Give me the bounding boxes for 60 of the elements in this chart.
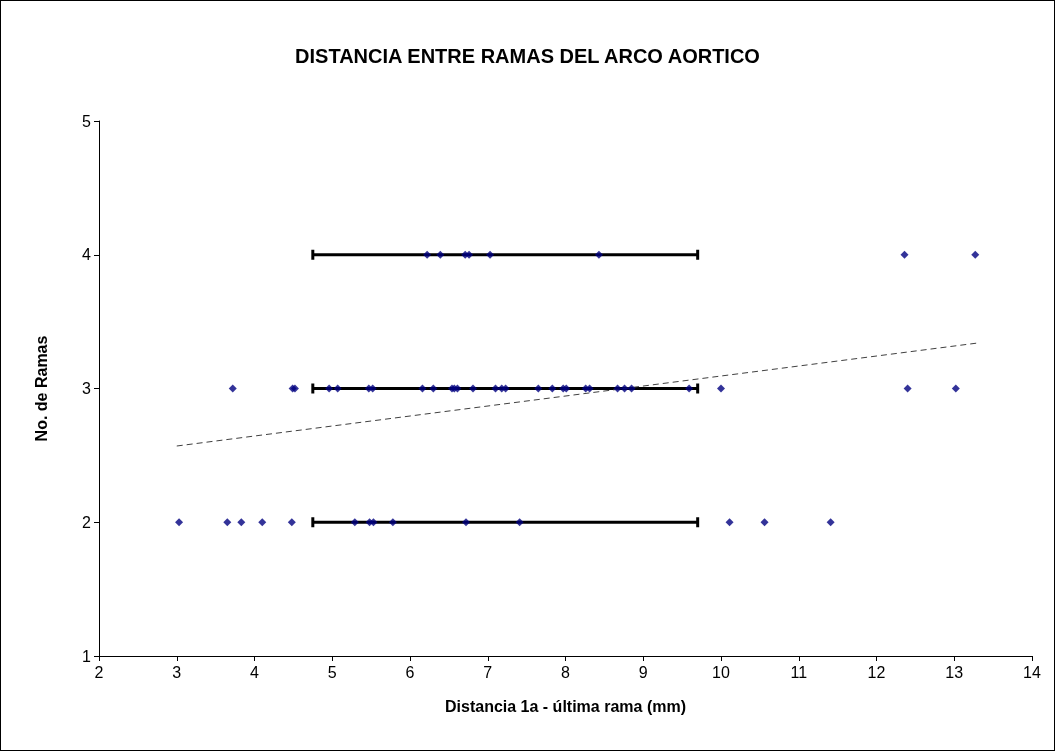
y-tick-label: 4 [82,246,92,264]
x-tick-label: 13 [945,663,964,681]
point [951,384,960,393]
y-tick-label: 1 [82,647,92,665]
chart-title: DISTANCIA ENTRE RAMAS DEL ARCO AORTICO [295,45,760,67]
point [501,384,510,393]
point [223,518,232,527]
point [461,518,470,527]
point [423,250,432,259]
x-tick-label: 5 [327,663,337,681]
x-tick-label: 6 [405,663,415,681]
x-tick-label: 10 [712,663,730,681]
point [548,384,557,393]
x-tick-label: 7 [483,663,493,681]
point [418,384,427,393]
point [826,518,835,527]
point [436,250,445,259]
point [465,250,474,259]
point [388,518,397,527]
x-tick-label: 8 [561,663,571,681]
point [594,250,603,259]
point [228,384,237,393]
x-tick-label: 14 [1023,663,1041,681]
point [685,384,694,393]
y-tick-label: 3 [82,380,92,397]
point [237,518,246,527]
point [175,518,184,527]
point [287,518,296,527]
point [760,518,769,527]
point [350,518,359,527]
point [333,384,342,393]
x-tick-label: 11 [790,663,808,681]
point [585,384,594,393]
x-tick-label: 12 [867,663,886,681]
y-tick-label: 2 [82,513,92,531]
point [515,518,524,527]
x-tick-label: 2 [94,663,104,681]
point [491,384,500,393]
x-tick-label: 3 [172,663,182,681]
point [468,384,477,393]
point [903,384,912,393]
point [627,384,636,393]
point [717,384,725,393]
point [368,384,377,393]
point [369,518,378,527]
point [725,518,734,527]
point [620,384,629,393]
point [258,518,267,527]
point [486,250,495,259]
x-tick-label: 4 [250,663,260,681]
point [325,384,334,393]
point [900,250,909,259]
y-tick-label: 5 [82,112,92,130]
point [613,384,622,393]
point [534,384,543,393]
x-tick-label: 9 [638,663,648,681]
x-axis-title: Distancia 1a - última rama (mm) [445,697,686,715]
point [429,384,438,393]
point [971,250,980,259]
y-axis-title: No. de Ramas [32,335,50,442]
